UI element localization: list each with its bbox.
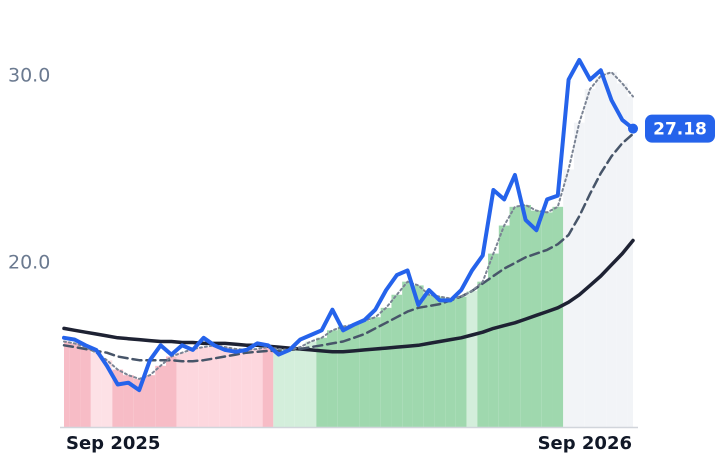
regime-band [531,210,542,427]
series-line [62,238,635,354]
regime-band [477,281,489,427]
regime-band [64,341,70,427]
regime-band [230,348,242,427]
regime-band [305,341,317,427]
y-tick-label: 20.0 [8,251,50,273]
regime-band [606,72,617,427]
regime-band [584,88,596,427]
regime-band [69,343,81,427]
regime-band [187,348,199,427]
regime-band [165,356,177,427]
regime-band [112,369,124,427]
regime-band [80,347,91,427]
regime-band [90,352,102,427]
regime-band [359,320,370,427]
last-point [628,123,638,134]
regime-band [563,169,574,427]
regime-band [327,330,338,427]
regime-band [466,291,478,427]
x-tick-label: Sep 2025 [66,433,160,454]
series-line [62,58,635,393]
regime-band [434,296,446,427]
regime-band [595,75,607,428]
regime-band [369,317,381,427]
regime-band [251,348,263,427]
y-tick-label: 30.0 [8,64,50,86]
regime-band [488,253,499,427]
x-tick-label: Sep 2026 [538,433,632,454]
regime-band [144,375,156,427]
regime-band [241,349,252,427]
regime-band [176,352,188,427]
regime-band [123,375,134,427]
regime-band [219,347,231,427]
value-badge-label: 27.18 [653,120,707,140]
regime-band [627,96,633,427]
regime-band [198,347,209,427]
regime-band [348,324,360,427]
regime-band [509,206,521,427]
value-badge [645,114,715,143]
regime-band [273,348,285,427]
regime-band [337,326,349,427]
regime-band [316,337,328,427]
regime-band [455,296,467,427]
regime-band [155,365,166,427]
regime-band [412,285,424,427]
regime-band [208,345,220,427]
regime-band [380,307,392,427]
regime-band [573,122,585,427]
regime-band [284,349,295,427]
regime-band [402,281,413,427]
regime-band [294,347,306,427]
regime-band [133,378,145,427]
regime-band [391,294,403,427]
series-line [62,132,635,363]
regime-band [541,212,553,427]
regime-band [552,206,564,427]
regime-band [101,360,113,427]
regime-band [423,294,435,427]
regime-band [445,298,456,427]
regime-band [520,204,532,427]
regime-band [262,347,274,427]
